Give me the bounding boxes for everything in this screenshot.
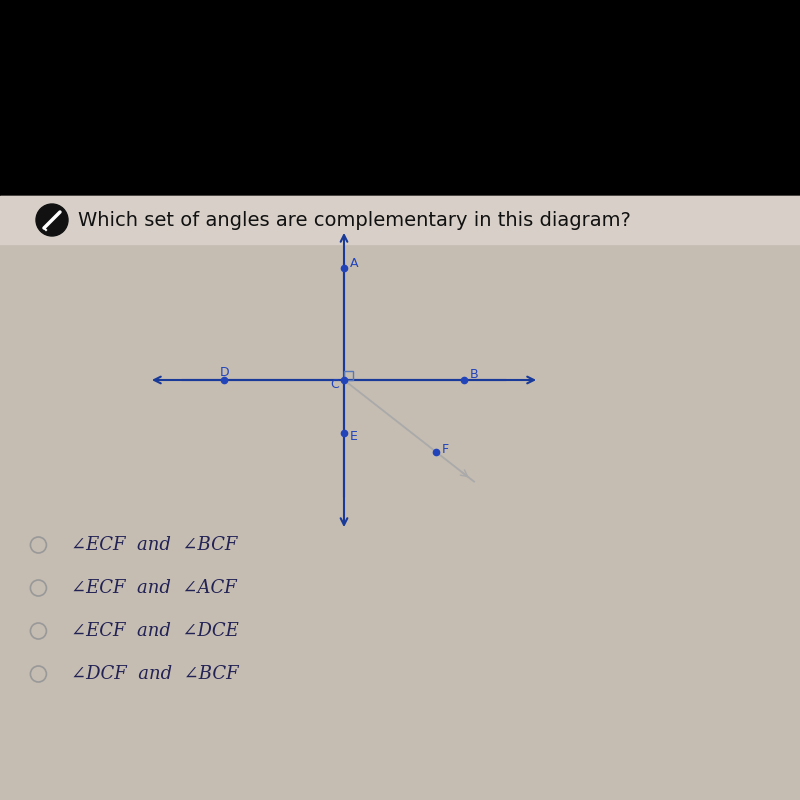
Text: ∠ECF  and  ∠DCE: ∠ECF and ∠DCE [71, 622, 238, 640]
Bar [344, 371, 353, 380]
Text: ∠ECF  and  ∠ACF: ∠ECF and ∠ACF [71, 579, 237, 597]
Bar [0, 0, 800, 196]
Text: A: A [350, 257, 358, 270]
Text: F: F [442, 443, 449, 456]
Text: D: D [220, 366, 230, 378]
Bar [0, 196, 800, 244]
Text: B: B [470, 367, 478, 381]
Bar [0, 196, 800, 800]
Text: C: C [330, 378, 338, 390]
Text: Which set of angles are complementary in this diagram?: Which set of angles are complementary in… [78, 210, 631, 230]
Circle shape [36, 204, 68, 236]
Text: ∠ECF  and  ∠BCF: ∠ECF and ∠BCF [71, 536, 238, 554]
Text: ∠DCF  and  ∠BCF: ∠DCF and ∠BCF [71, 665, 238, 683]
Text: E: E [350, 430, 358, 443]
